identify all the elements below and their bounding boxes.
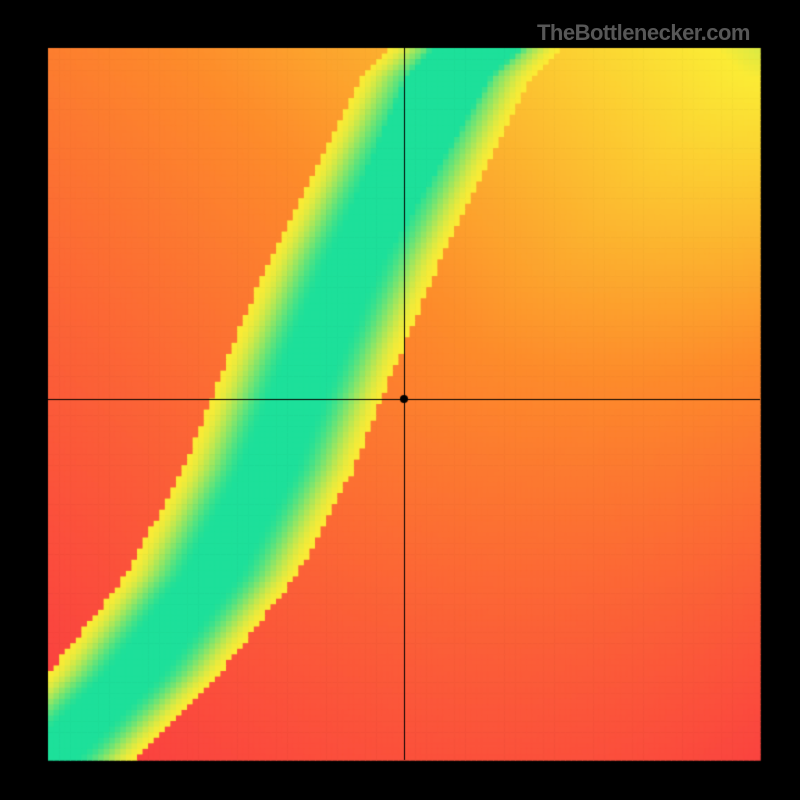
watermark-text: TheBottlenecker.com: [537, 20, 750, 46]
bottleneck-heatmap: [0, 0, 800, 800]
chart-container: TheBottlenecker.com: [0, 0, 800, 800]
